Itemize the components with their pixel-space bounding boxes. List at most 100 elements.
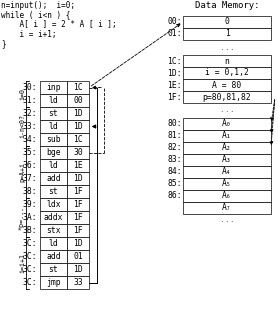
Text: 86:: 86: [167, 192, 182, 200]
Text: . . .: . . . [221, 106, 233, 114]
Text: A₂: A₂ [222, 144, 232, 152]
Text: 1D: 1D [73, 239, 83, 248]
Bar [40, 211, 67, 224]
Bar [67, 263, 89, 276]
Text: i-n<0?: i-n<0? [19, 114, 25, 139]
Bar [67, 172, 89, 185]
Text: 84:: 84: [167, 167, 182, 177]
Text: 30:: 30: [22, 83, 37, 92]
Text: 33: 33 [73, 278, 83, 287]
Bar [40, 159, 67, 172]
Text: A₁: A₁ [222, 131, 232, 141]
Text: 1C:: 1C: [167, 57, 182, 65]
Bar [40, 224, 67, 237]
Text: 00: 00 [73, 96, 83, 105]
Bar [67, 81, 89, 94]
Text: 39:: 39: [22, 200, 37, 209]
Text: 33:: 33: [22, 122, 37, 131]
Text: st: st [49, 187, 58, 196]
Bar [67, 276, 89, 289]
Text: A[ i ] = 2 * A [ i ];: A[ i ] = 2 * A [ i ]; [1, 20, 117, 29]
Bar [183, 91, 271, 103]
Bar [67, 120, 89, 133]
Text: 1F: 1F [73, 187, 83, 196]
Text: 80:: 80: [167, 119, 182, 129]
Text: i = i+1;: i = i+1; [1, 29, 56, 39]
Text: . . .: . . . [221, 215, 233, 225]
Text: addx: addx [44, 213, 63, 222]
Text: A₀: A₀ [222, 119, 232, 129]
Text: 30: 30 [73, 148, 83, 157]
Bar [67, 224, 89, 237]
Bar [183, 118, 271, 130]
Text: 1F: 1F [73, 226, 83, 235]
Bar [67, 185, 89, 198]
Text: p=80,81,82: p=80,81,82 [203, 93, 251, 101]
Text: 38:: 38: [22, 187, 37, 196]
Bar [67, 198, 89, 211]
Bar [40, 198, 67, 211]
Text: st: st [49, 109, 58, 118]
Bar [40, 276, 67, 289]
Text: A = 80: A = 80 [212, 80, 242, 90]
Bar [183, 166, 271, 178]
Bar [40, 94, 67, 107]
Text: ld: ld [49, 96, 58, 105]
Bar [40, 250, 67, 263]
Text: 35:: 35: [22, 148, 37, 157]
Text: 1: 1 [225, 29, 229, 39]
Bar [67, 211, 89, 224]
Text: 1F:: 1F: [167, 93, 182, 101]
Bar [67, 250, 89, 263]
Text: 3C:: 3C: [22, 278, 37, 287]
Text: A₃: A₃ [222, 156, 232, 164]
Text: 1D: 1D [73, 265, 83, 274]
Text: stx: stx [46, 226, 61, 235]
Text: 37:: 37: [22, 174, 37, 183]
Text: 01: 01 [73, 252, 83, 261]
Text: 3C:: 3C: [22, 239, 37, 248]
Bar [40, 237, 67, 250]
Text: ld: ld [49, 122, 58, 131]
Text: 1D:: 1D: [167, 68, 182, 77]
Text: inp: inp [46, 83, 61, 92]
Bar [67, 237, 89, 250]
Bar [183, 67, 271, 79]
Text: jmp: jmp [46, 278, 61, 287]
Text: n: n [225, 57, 229, 65]
Text: 82:: 82: [167, 144, 182, 152]
Text: 1C: 1C [73, 135, 83, 144]
Text: A₇: A₇ [222, 203, 232, 213]
Text: ld: ld [49, 239, 58, 248]
Text: 1D: 1D [73, 174, 83, 183]
Text: 1E:: 1E: [167, 80, 182, 90]
Text: add: add [46, 252, 61, 261]
Bar [40, 107, 67, 120]
Bar [183, 16, 271, 28]
Text: 3A:: 3A: [22, 213, 37, 222]
Text: 31:: 31: [22, 96, 37, 105]
Text: A₅: A₅ [222, 180, 232, 188]
Text: n=input();  i=0;: n=input(); i=0; [1, 1, 75, 10]
Bar [183, 55, 271, 67]
Bar [67, 133, 89, 146]
Text: 3C:: 3C: [22, 265, 37, 274]
Bar [183, 28, 271, 40]
Text: 1E: 1E [73, 161, 83, 170]
Text: 3B:: 3B: [22, 226, 37, 235]
Text: ld: ld [49, 161, 58, 170]
Text: *p=...: *p=... [19, 205, 25, 230]
Text: Data Memory:: Data Memory: [195, 1, 259, 10]
Text: st: st [49, 265, 58, 274]
Text: 1F: 1F [73, 213, 83, 222]
Text: 1D: 1D [73, 109, 83, 118]
Bar [40, 133, 67, 146]
Bar [183, 130, 271, 142]
Text: 1F: 1F [73, 200, 83, 209]
Text: bge: bge [46, 148, 61, 157]
Text: 1D: 1D [73, 122, 83, 131]
Text: i=i+1: i=i+1 [19, 253, 25, 273]
Text: 32:: 32: [22, 109, 37, 118]
Bar [67, 94, 89, 107]
Text: A₄: A₄ [222, 167, 232, 177]
